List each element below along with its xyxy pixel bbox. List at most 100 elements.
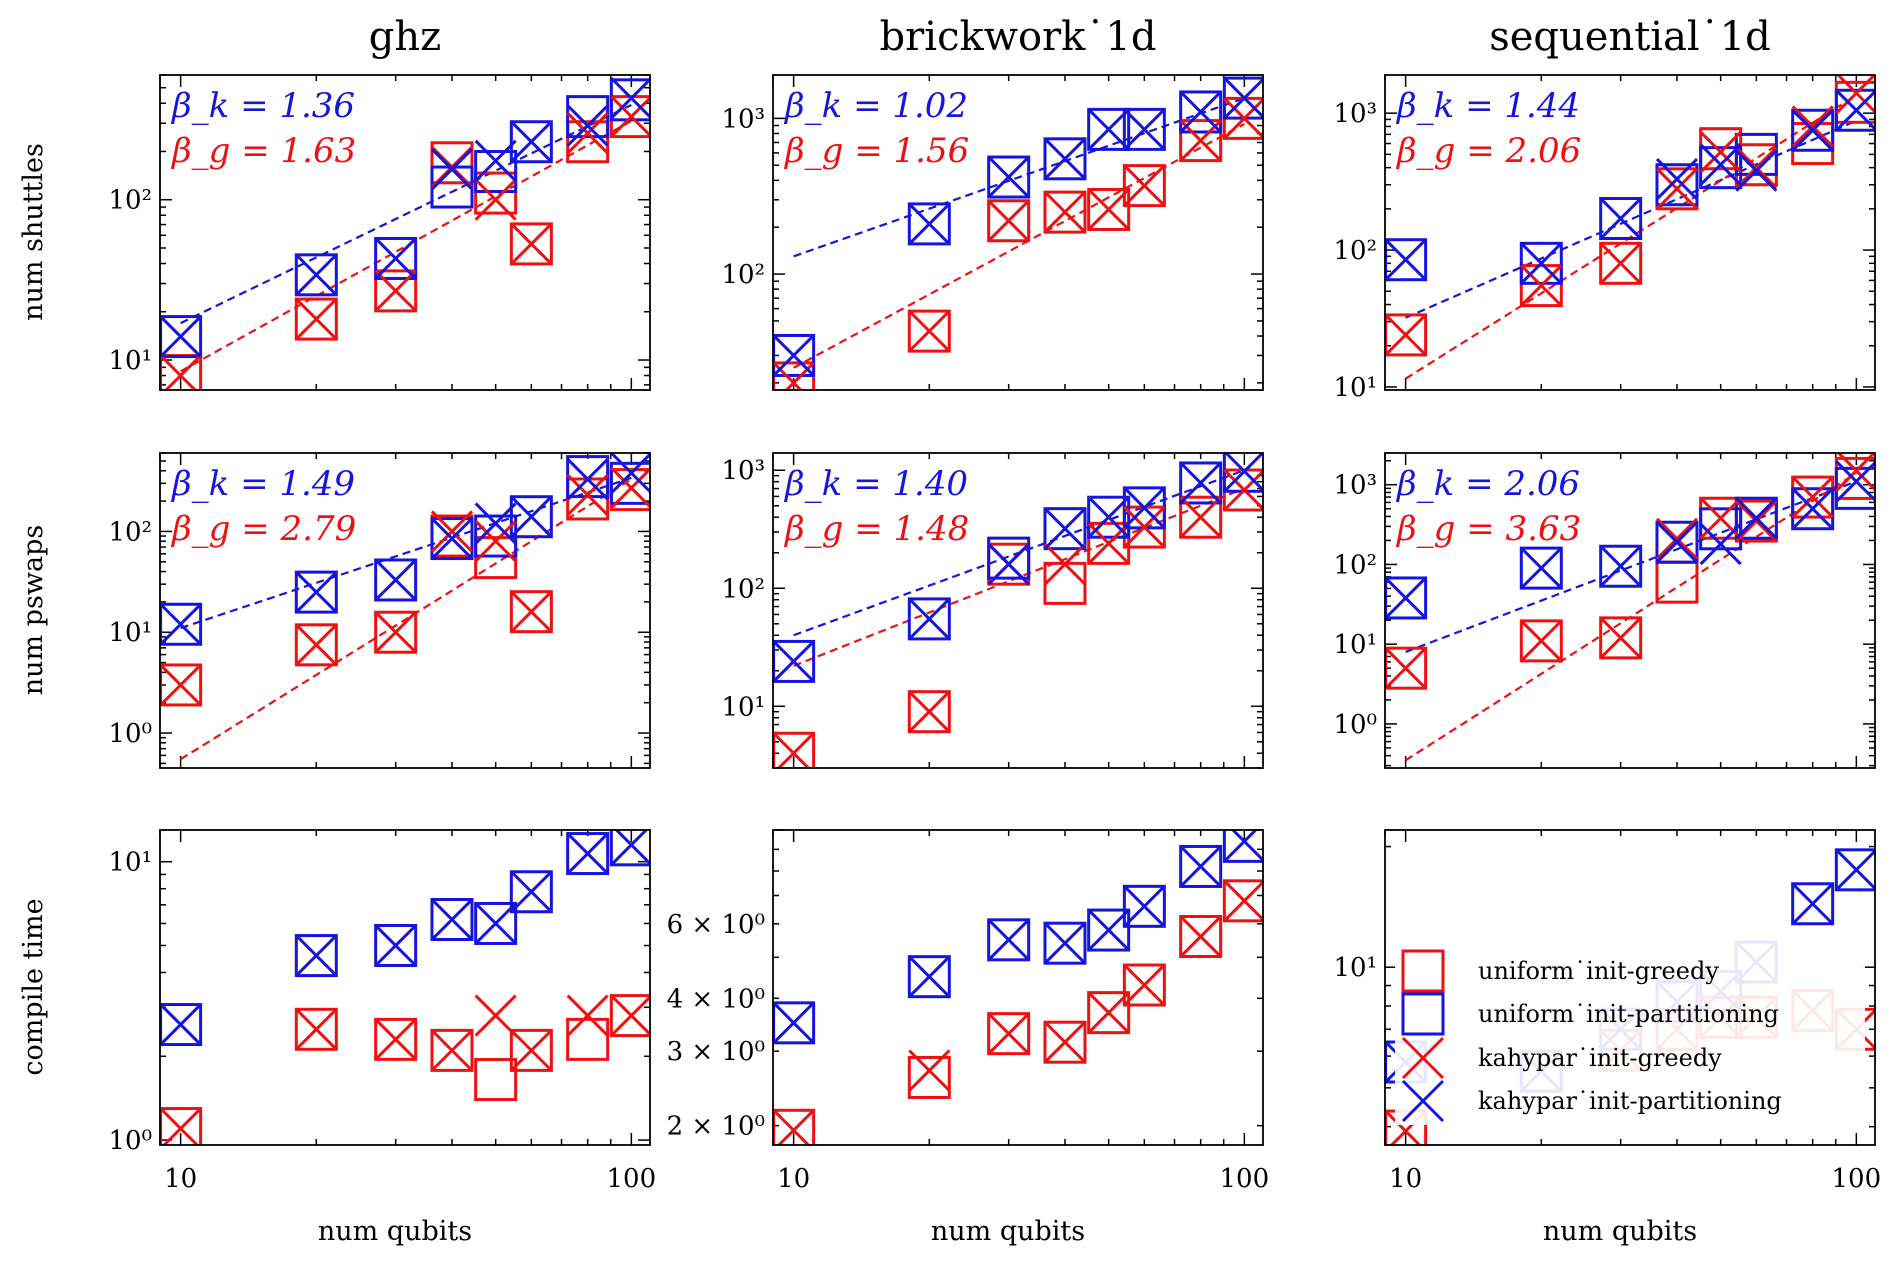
x-marker [908, 597, 951, 640]
square-marker [566, 120, 610, 164]
y-tick-label: 10³ [1333, 99, 1377, 129]
axes-frame [159, 829, 651, 1146]
x-marker [1043, 507, 1087, 550]
beta-k-annotation: β_k = 1.36 [170, 86, 355, 126]
x-marker [430, 145, 474, 189]
x-marker [566, 473, 609, 517]
legend-label: kahypar˙init-partitioning [1478, 1087, 1782, 1115]
axes-frame [159, 452, 651, 769]
square-marker [566, 1017, 610, 1061]
square-marker [1734, 496, 1778, 540]
square-marker [1043, 190, 1087, 234]
x-tick-label: 10 [164, 1164, 197, 1194]
square-marker [374, 1017, 418, 1061]
x-marker [430, 510, 474, 553]
power-law-fit-line [1405, 94, 1857, 380]
x-marker [1043, 137, 1087, 180]
x-marker [160, 603, 202, 646]
x-marker [1123, 108, 1166, 151]
beta-g-annotation: β_g = 1.63 [170, 131, 356, 171]
power-law-fit-line [1405, 119, 1857, 319]
x-marker [474, 994, 517, 1037]
y-tick-label: 10¹ [1333, 953, 1377, 983]
x-marker [1385, 238, 1427, 281]
square-marker [1179, 495, 1223, 539]
beta-k-annotation: β_k = 1.40 [783, 464, 968, 504]
square-marker [1834, 466, 1875, 510]
square-marker [987, 918, 1031, 962]
square-marker [430, 1028, 474, 1072]
legend-label: uniform˙init-greedy [1478, 957, 1719, 985]
square-marker [509, 870, 553, 914]
x-marker [1123, 506, 1166, 549]
y-tick-label: 10² [108, 186, 152, 216]
axes-frame [1384, 452, 1876, 769]
beta-k-annotation: β_k = 1.49 [170, 464, 355, 504]
x-marker [610, 830, 650, 866]
beta-g-annotation: β_g = 1.48 [783, 509, 969, 549]
x-marker [566, 458, 609, 501]
y-tick-label: 10¹ [108, 346, 152, 376]
power-law-fit-line [180, 120, 632, 373]
square-marker [1599, 616, 1643, 660]
legend-x-marker [1401, 1079, 1445, 1123]
x-marker [1223, 879, 1263, 922]
x-marker [1179, 90, 1222, 134]
power-law-fit-line [793, 487, 1245, 667]
square-marker [566, 832, 610, 876]
square-marker [609, 461, 650, 505]
y-tick-label: 10² [108, 517, 152, 547]
square-marker [1834, 88, 1875, 132]
x-marker [773, 334, 815, 377]
beta-k-annotation: β_k = 2.06 [1395, 464, 1580, 504]
power-law-fit-line [180, 476, 632, 630]
x-marker [510, 870, 553, 913]
x-marker [1791, 487, 1834, 530]
x-marker [474, 902, 517, 945]
x-marker [1223, 453, 1263, 493]
square-marker [907, 309, 951, 353]
square-marker [374, 558, 418, 602]
power-law-fit-line [793, 97, 1245, 258]
x-marker [1223, 77, 1263, 120]
x-marker [1043, 922, 1087, 965]
square-marker [1519, 241, 1563, 285]
x-marker [1087, 108, 1130, 151]
y-tick-label: 10¹ [1333, 373, 1377, 403]
square-marker [907, 202, 951, 246]
panel-ghz-pswaps: 10⁰ 10¹ 10² β_k = 1.49 β_g = 2.79 [108, 452, 651, 769]
square-marker [1734, 132, 1778, 176]
square-marker [474, 1058, 518, 1102]
square-marker [374, 269, 418, 313]
x-marker [773, 732, 815, 768]
square-marker [1222, 830, 1263, 863]
x-marker [1655, 517, 1699, 560]
x-tick-label: 100 [607, 1164, 657, 1194]
power-law-fit-line [793, 123, 1245, 369]
plot-area [773, 830, 1263, 1145]
x-marker [374, 611, 417, 654]
square-marker [509, 1028, 553, 1072]
x-marker [1179, 845, 1222, 888]
square-marker [1087, 991, 1131, 1035]
square-marker [294, 623, 338, 667]
x-marker [1043, 191, 1087, 234]
square-marker [509, 120, 553, 164]
plot-area [773, 453, 1263, 768]
square-marker [374, 610, 418, 654]
legend-label: kahypar˙init-greedy [1478, 1044, 1722, 1072]
square-marker [1599, 197, 1643, 241]
y-tick-label: 10³ [1333, 471, 1377, 501]
plot-area [160, 453, 650, 761]
square-marker [294, 570, 338, 614]
xlabel-col-2: num qubits [1543, 1216, 1697, 1247]
x-marker [610, 466, 650, 510]
x-marker [1520, 547, 1563, 590]
square-marker [1087, 107, 1131, 151]
square-marker [430, 898, 474, 942]
legend-entry-uniform-greedy: uniform˙init-greedy [1401, 949, 1719, 993]
x-marker [510, 222, 553, 265]
x-marker [430, 898, 474, 941]
square-marker [1699, 507, 1743, 551]
